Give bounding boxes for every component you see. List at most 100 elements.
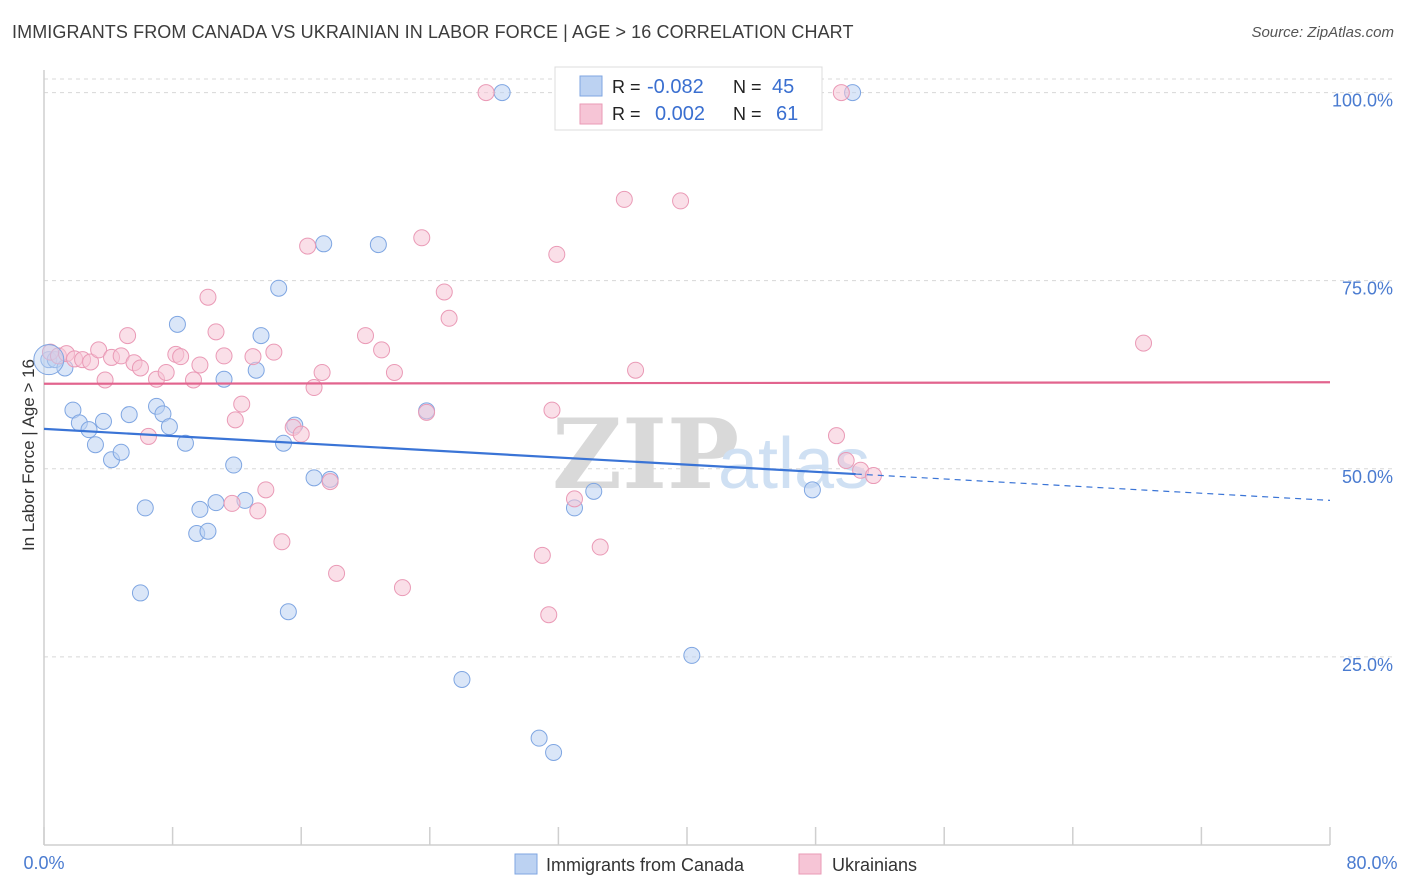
legend-n-value-canada: 45 xyxy=(772,76,794,98)
y-tick-label-50: 50.0% xyxy=(1342,467,1393,487)
point-canada-12 xyxy=(136,499,154,517)
point-canada-42 xyxy=(683,646,701,664)
point-canada-22 xyxy=(215,370,233,388)
point-ukrainians-48 xyxy=(540,606,558,624)
point-ukrainians-19 xyxy=(191,356,209,374)
trend-line-canada-extension xyxy=(855,473,1331,501)
point-ukrainians-49 xyxy=(543,401,561,419)
point-ukrainians-34 xyxy=(305,379,323,397)
point-ukrainians-52 xyxy=(591,538,609,556)
point-ukrainians-44 xyxy=(435,283,453,301)
point-ukrainians-45 xyxy=(440,309,458,327)
point-ukrainians-54 xyxy=(627,361,645,379)
point-ukrainians-30 xyxy=(273,533,291,551)
legend-r-value-canada: -0.082 xyxy=(647,76,704,98)
point-canada-16 xyxy=(168,315,186,333)
legend-swatch-ukrainians xyxy=(579,103,603,125)
x-tick-label-max: 80.0% xyxy=(1346,853,1397,873)
point-ukrainians-17 xyxy=(172,348,190,366)
point-canada-21 xyxy=(207,494,225,512)
y-axis-title: In Labor Force | Age > 16 xyxy=(19,359,38,551)
point-ukrainians-36 xyxy=(321,473,339,491)
y-axis-tick-labels: 25.0% 50.0% 75.0% 100.0% xyxy=(1332,91,1393,675)
point-ukrainians-15 xyxy=(157,363,175,381)
trend-line-canada xyxy=(43,427,856,476)
point-canada-20 xyxy=(199,522,217,540)
point-ukrainians-10 xyxy=(119,327,137,345)
point-ukrainians-38 xyxy=(357,327,374,345)
point-ukrainians-40 xyxy=(385,363,403,381)
bottom-legend: Immigrants from Canada Ukrainians xyxy=(514,853,917,875)
y-tick-label-75: 75.0% xyxy=(1342,279,1393,299)
bottom-legend-label-ukrainians: Ukrainians xyxy=(832,855,917,875)
point-ukrainians-32 xyxy=(292,425,310,443)
point-ukrainians-53 xyxy=(615,190,633,208)
x-axis-ticks xyxy=(43,827,1331,845)
point-ukrainians-22 xyxy=(215,347,233,365)
y-tick-label-100: 100.0% xyxy=(1332,91,1393,111)
bottom-legend-label-canada: Immigrants from Canada xyxy=(546,855,745,875)
point-canada-23 xyxy=(225,456,243,474)
point-canada-17 xyxy=(176,434,194,452)
point-canada-9 xyxy=(112,443,130,461)
legend-n-label-canada: N = xyxy=(733,77,762,97)
legend-r-label-ukrainians: R = xyxy=(612,104,641,124)
point-ukrainians-47 xyxy=(533,546,551,564)
legend-swatch-canada xyxy=(579,75,603,97)
point-canada-39 xyxy=(545,743,563,761)
point-canada-7 xyxy=(94,412,112,430)
point-ukrainians-39 xyxy=(373,341,391,359)
point-ukrainians-58 xyxy=(837,452,855,470)
point-canada-cluster xyxy=(33,344,65,376)
bottom-legend-swatch-ukrainians xyxy=(798,853,822,875)
point-ukrainians-51 xyxy=(565,490,583,508)
grid-lines xyxy=(44,78,1392,658)
point-ukrainians-37 xyxy=(328,564,346,582)
trend-line-ukrainians xyxy=(43,381,1331,385)
point-canada-31 xyxy=(305,469,323,487)
point-canada-11 xyxy=(131,584,149,602)
point-canada-15 xyxy=(160,418,178,436)
point-ukrainians-18 xyxy=(184,371,202,389)
y-tick-label-25: 25.0% xyxy=(1342,655,1393,675)
point-ukrainians-33 xyxy=(299,237,317,255)
point-ukrainians-61 xyxy=(1135,334,1153,352)
point-canada-43 xyxy=(803,481,821,499)
point-ukrainians-24 xyxy=(226,411,244,429)
bottom-legend-swatch-canada xyxy=(514,853,538,875)
point-ukrainians-41 xyxy=(393,579,411,597)
point-canada-34 xyxy=(369,236,387,254)
point-canada-32 xyxy=(315,235,333,253)
point-ukrainians-27 xyxy=(249,502,267,520)
source-label: Source: ZipAtlas.com xyxy=(1251,24,1394,41)
trend-lines xyxy=(43,381,1331,501)
point-ukrainians-23 xyxy=(223,494,241,512)
point-ukrainians-42 xyxy=(413,229,431,247)
legend-n-label-ukrainians: N = xyxy=(733,104,762,124)
point-canada-5 xyxy=(80,421,98,439)
x-tick-label-min: 0.0% xyxy=(23,853,64,873)
point-canada-6 xyxy=(86,436,104,454)
point-ukrainians-46 xyxy=(477,84,495,102)
point-canada-37 xyxy=(493,84,511,102)
point-canada-27 xyxy=(270,279,288,297)
point-ukrainians-5 xyxy=(82,353,100,371)
point-ukrainians-35 xyxy=(313,363,331,381)
point-ukrainians-26 xyxy=(244,348,262,366)
point-ukrainians-7 xyxy=(96,371,114,389)
point-ukrainians-57 xyxy=(832,84,850,102)
point-ukrainians-20 xyxy=(199,288,217,306)
point-ukrainians-13 xyxy=(139,427,157,445)
stats-legend: R = -0.082 N = 45 R = 0.002 N = 61 xyxy=(554,66,823,131)
legend-r-label-canada: R = xyxy=(612,77,641,97)
point-ukrainians-50 xyxy=(548,245,566,263)
chart-title: IMMIGRANTS FROM CANADA VS UKRAINIAN IN L… xyxy=(12,22,854,42)
point-ukrainians-43 xyxy=(418,403,436,421)
point-ukrainians-6 xyxy=(90,341,108,359)
legend-n-value-ukrainians: 61 xyxy=(776,103,798,125)
point-ukrainians-55 xyxy=(672,192,690,210)
point-ukrainians-25 xyxy=(233,395,251,413)
point-canada-29 xyxy=(279,603,297,621)
legend-r-value-ukrainians: 0.002 xyxy=(655,103,705,125)
